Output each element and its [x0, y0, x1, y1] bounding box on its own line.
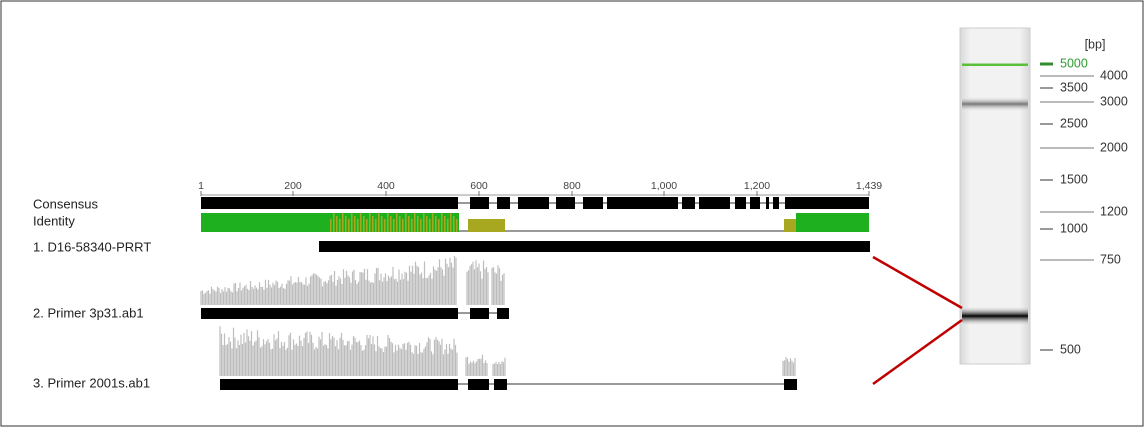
identity-label: Identity — [33, 213, 75, 228]
ruler-label: 200 — [284, 180, 302, 192]
ladder-label: 1200 — [1100, 204, 1128, 218]
identity-mismatch — [339, 219, 341, 232]
identity-mismatch — [405, 213, 407, 232]
consensus-bar — [518, 197, 549, 209]
gel-band — [962, 96, 1028, 112]
read-bar — [497, 308, 509, 319]
identity-mismatch — [402, 219, 404, 232]
read-bar — [470, 308, 489, 319]
identity-mismatch — [426, 216, 428, 232]
identity-mismatch — [336, 216, 338, 232]
identity-mismatch — [444, 216, 446, 232]
consensus-bar — [556, 197, 575, 209]
identity-mismatch — [378, 213, 380, 232]
identity-mismatch — [375, 219, 377, 232]
identity-mismatch — [420, 219, 422, 232]
identity-mismatch — [417, 216, 419, 232]
identity-mismatch — [393, 219, 395, 232]
read-bar — [784, 379, 797, 390]
identity-mismatch — [366, 219, 368, 232]
ladder-label: 2500 — [1060, 116, 1088, 130]
identity-mismatch — [429, 219, 431, 232]
ladder-label: 4000 — [1100, 68, 1128, 82]
consensus-bar — [682, 197, 695, 209]
consensus-bar — [497, 197, 510, 209]
identity-mismatch — [372, 216, 374, 232]
ladder-label: 1000 — [1060, 221, 1088, 235]
track-label: 3. Primer 2001s.ab1 — [33, 375, 150, 390]
consensus-bar — [735, 197, 746, 209]
consensus-bar — [699, 197, 730, 209]
ruler-label: 1,200 — [744, 180, 770, 192]
identity-mismatch — [447, 219, 449, 232]
identity-mismatch — [330, 219, 332, 232]
gel-marker — [962, 64, 1028, 67]
identity-bar — [796, 213, 869, 232]
identity-mismatch — [354, 216, 356, 232]
ladder-label: 3000 — [1100, 94, 1128, 108]
consensus-label: Consensus — [33, 196, 99, 211]
ruler-label: 400 — [377, 180, 395, 192]
identity-mismatch — [360, 213, 362, 232]
identity-mismatch — [333, 213, 335, 232]
consensus-bar — [583, 197, 603, 209]
consensus-bar — [470, 197, 489, 209]
read-bar — [319, 241, 870, 252]
identity-mismatch — [390, 216, 392, 232]
identity-mismatch — [411, 219, 413, 232]
consensus-bar — [773, 197, 779, 209]
gel-unit: [bp] — [1085, 37, 1106, 51]
ruler-label: 800 — [563, 180, 581, 192]
consensus-bar — [766, 197, 769, 209]
identity-mismatch — [381, 216, 383, 232]
identity-mismatch — [414, 213, 416, 232]
track-label: 1. D16-58340-PRRT — [33, 239, 151, 254]
identity-mismatch — [435, 216, 437, 232]
identity-mismatch — [399, 216, 401, 232]
track-label: 2. Primer 3p31.ab1 — [33, 305, 144, 320]
identity-mismatch — [441, 213, 443, 232]
ruler-label: 1 — [198, 180, 204, 192]
consensus-bar — [607, 197, 678, 209]
identity-mismatch — [456, 219, 458, 232]
identity-mismatch — [408, 216, 410, 232]
identity-mismatch — [384, 219, 386, 232]
figure: Consensus Identity 1. D16-58340-PRRT 2. … — [0, 0, 1145, 428]
ladder-label: 2000 — [1100, 140, 1128, 154]
ruler-label: 1,000 — [651, 180, 677, 192]
identity-mismatch — [432, 213, 434, 232]
consensus-bar — [201, 197, 458, 209]
read-bar — [494, 379, 507, 390]
identity-mismatch — [363, 216, 365, 232]
identity-mismatch — [396, 213, 398, 232]
read-bar — [220, 379, 458, 390]
identity-mismatch — [369, 213, 371, 232]
consensus-bar — [785, 197, 869, 209]
identity-mismatch — [453, 216, 455, 232]
read-bar — [201, 308, 458, 319]
identity-mismatch — [342, 213, 344, 232]
identity-mismatch — [423, 213, 425, 232]
identity-mismatch — [345, 216, 347, 232]
ladder-label: 750 — [1100, 252, 1121, 266]
gel-band — [962, 306, 1028, 326]
ladder-label: 5000 — [1060, 56, 1088, 70]
identity-mismatch — [357, 219, 359, 232]
identity-bar — [784, 219, 796, 232]
identity-mismatch — [351, 213, 353, 232]
consensus-bar — [750, 197, 760, 209]
read-bar — [468, 379, 489, 390]
ladder-label: 500 — [1060, 342, 1081, 356]
ruler-label: 1,439 — [856, 180, 882, 192]
identity-mismatch — [438, 219, 440, 232]
identity-mismatch — [387, 213, 389, 232]
ladder-label: 1500 — [1060, 172, 1088, 186]
identity-bar — [468, 219, 505, 232]
identity-mismatch — [450, 213, 452, 232]
ladder-label: 3500 — [1060, 80, 1088, 94]
identity-mismatch — [348, 219, 350, 232]
ruler-label: 600 — [470, 180, 488, 192]
